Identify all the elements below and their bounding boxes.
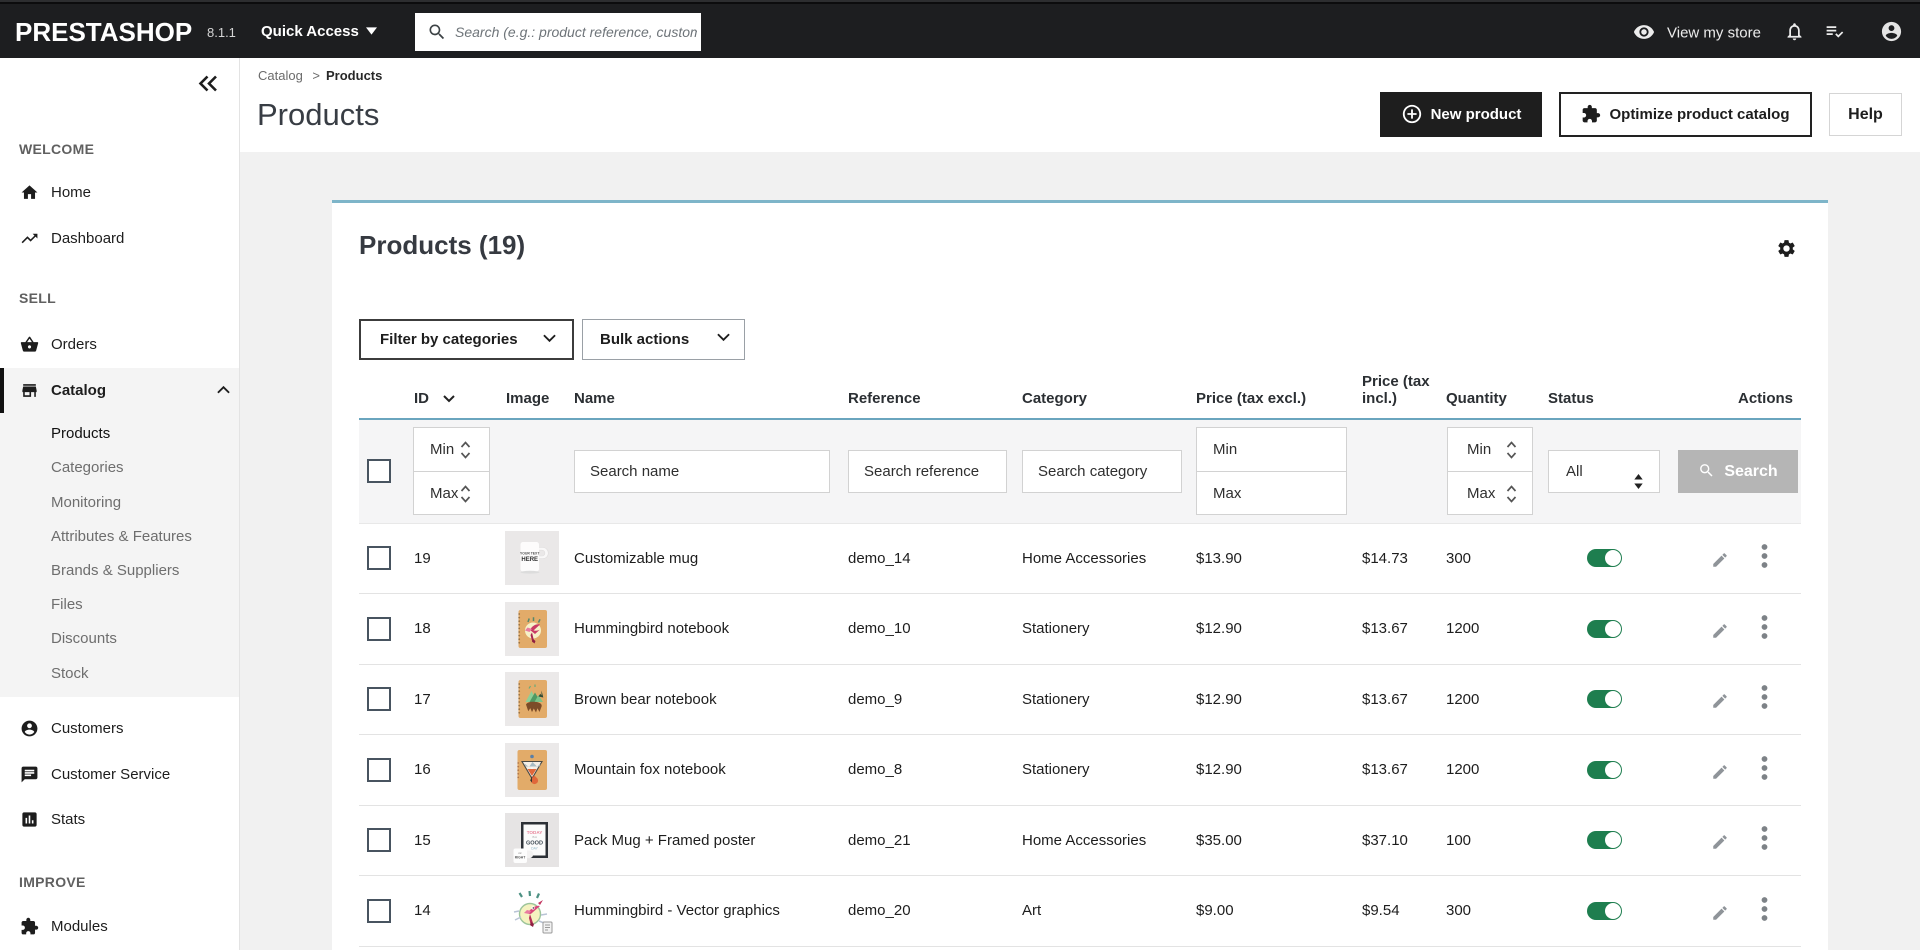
svg-text:DAY: DAY — [531, 847, 538, 851]
svg-text:TODAY: TODAY — [527, 830, 543, 835]
svg-text:RIGHT: RIGHT — [515, 856, 526, 860]
svg-text:YOUR TEXT: YOUR TEXT — [520, 552, 540, 556]
svg-text:IS A: IS A — [532, 835, 537, 839]
svg-text:GOOD: GOOD — [526, 841, 543, 847]
svg-text:mr: mr — [518, 851, 521, 855]
svg-text:HERE: HERE — [521, 557, 538, 563]
